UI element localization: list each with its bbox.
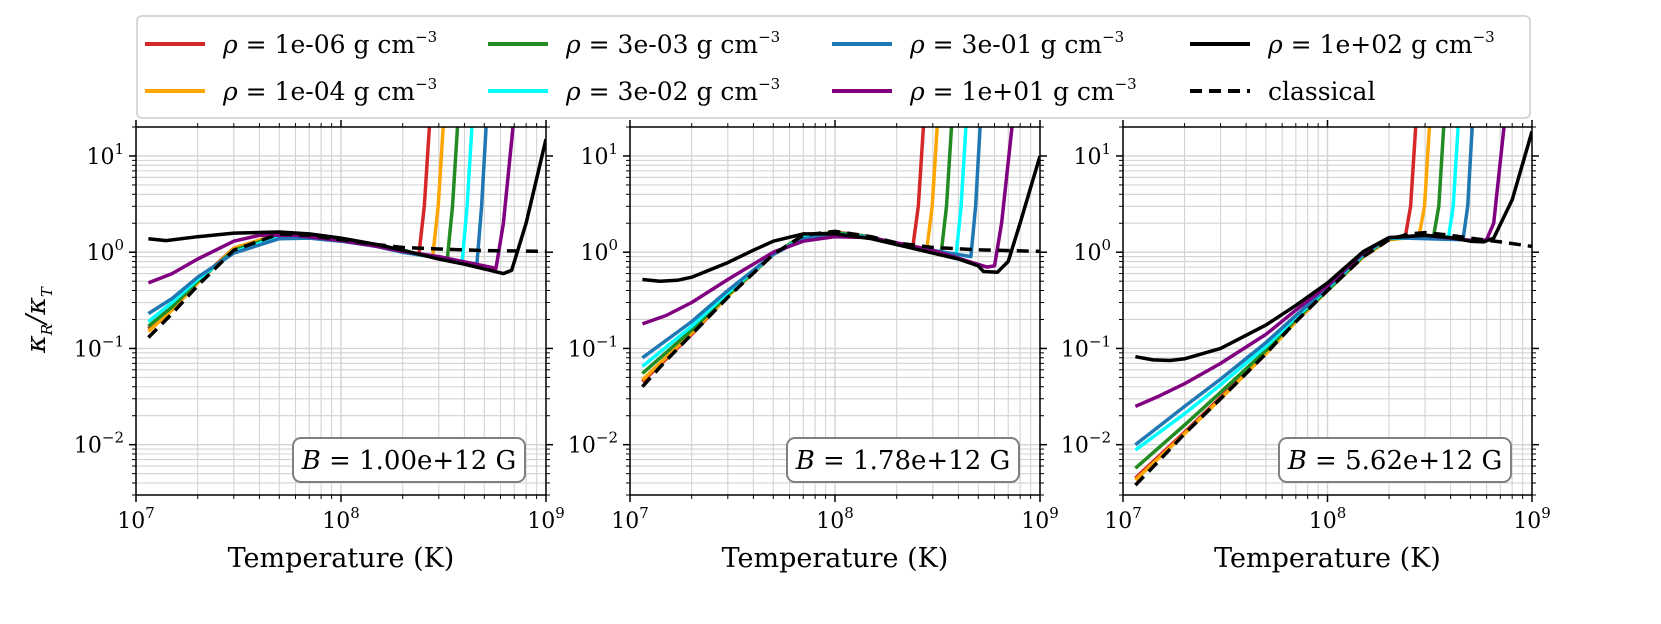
y-tick-label: 10−1 [1061, 332, 1111, 362]
panel-1: 107 108 109 10−2 10−1 100 101 Temperature (K) B … [74, 120, 565, 574]
legend: ρ = 1e-06 g cm−3 ρ = 1e-04 g cm−3 ρ = 3e-0… [136, 15, 1531, 119]
panel-3: 107 108 109 10−2 10−1 100 101 Temperature (K) B … [1061, 120, 1551, 574]
series-line [148, 138, 546, 276]
series-line [147, 127, 515, 285]
series-line [1134, 230, 1532, 487]
legend-label: ρ = 1e+01 g cm−3 [909, 75, 1137, 106]
legend-label: ρ = 3e-03 g cm−3 [565, 28, 780, 59]
y-tick-label: 10−2 [568, 429, 618, 459]
field-label-box [292, 437, 526, 483]
series-line [641, 229, 1040, 388]
series-line [147, 232, 546, 339]
x-tick-label: 107 [117, 504, 155, 534]
x-tick-label: 108 [1309, 504, 1347, 534]
legend-label: ρ = 1e+02 g cm−3 [1267, 28, 1495, 59]
x-tick-label: 109 [1021, 504, 1059, 534]
panel-2: 107 108 109 10−2 10−1 100 101 Temperature (K) B … [568, 120, 1059, 574]
x-tick-label: 108 [816, 504, 854, 534]
y-axis-label: κR/κT [21, 286, 56, 354]
y-tick-label: 10−2 [74, 429, 124, 459]
legend-frame [136, 15, 1531, 119]
field-label: B = 5.62e+12 G [1287, 446, 1503, 476]
x-tick-label: 108 [322, 504, 360, 534]
x-tick-label: 109 [1513, 504, 1551, 534]
series-group [1134, 127, 1532, 487]
panels: 107 108 109 10−2 10−1 100 101 Temperature (K) B … [74, 120, 1551, 574]
y-tick-label: 101 [86, 140, 124, 170]
legend-label: classical [1268, 77, 1375, 106]
x-axis-label: Temperature (K) [722, 543, 949, 574]
series-group [641, 127, 1040, 388]
series-line [147, 127, 460, 328]
x-tick-label: 109 [527, 504, 565, 534]
y-tick-label: 100 [86, 236, 124, 266]
x-tick-label: 107 [611, 504, 649, 534]
field-label: B = 1.78e+12 G [795, 446, 1011, 476]
x-axis-label: Temperature (K) [228, 543, 455, 574]
field-label: B = 1.00e+12 G [301, 446, 517, 476]
legend-label: ρ = 1e-06 g cm−3 [222, 28, 437, 59]
y-tick-label: 100 [580, 236, 618, 266]
series-line [147, 127, 432, 331]
y-tick-label: 10−1 [74, 332, 124, 362]
series-line [642, 155, 1040, 283]
x-axis-label: Temperature (K) [1214, 543, 1441, 574]
legend-label: ρ = 3e-02 g cm−3 [565, 75, 780, 106]
series-line [1134, 127, 1460, 452]
field-label-box [1278, 437, 1512, 483]
series-line [1135, 130, 1532, 363]
y-tick-label: 10−1 [568, 332, 618, 362]
y-tick-label: 101 [1073, 140, 1111, 170]
series-line [1134, 127, 1474, 447]
y-tick-label: 101 [580, 140, 618, 170]
legend-label: ρ = 3e-01 g cm−3 [909, 28, 1124, 59]
field-label-box [786, 437, 1020, 483]
grid [136, 127, 546, 495]
legend-label: ρ = 1e-04 g cm−3 [222, 75, 437, 106]
x-tick-label: 107 [1104, 504, 1142, 534]
y-tick-label: 10−2 [1061, 429, 1111, 459]
series-group [147, 127, 546, 339]
y-tick-label: 100 [1073, 236, 1111, 266]
